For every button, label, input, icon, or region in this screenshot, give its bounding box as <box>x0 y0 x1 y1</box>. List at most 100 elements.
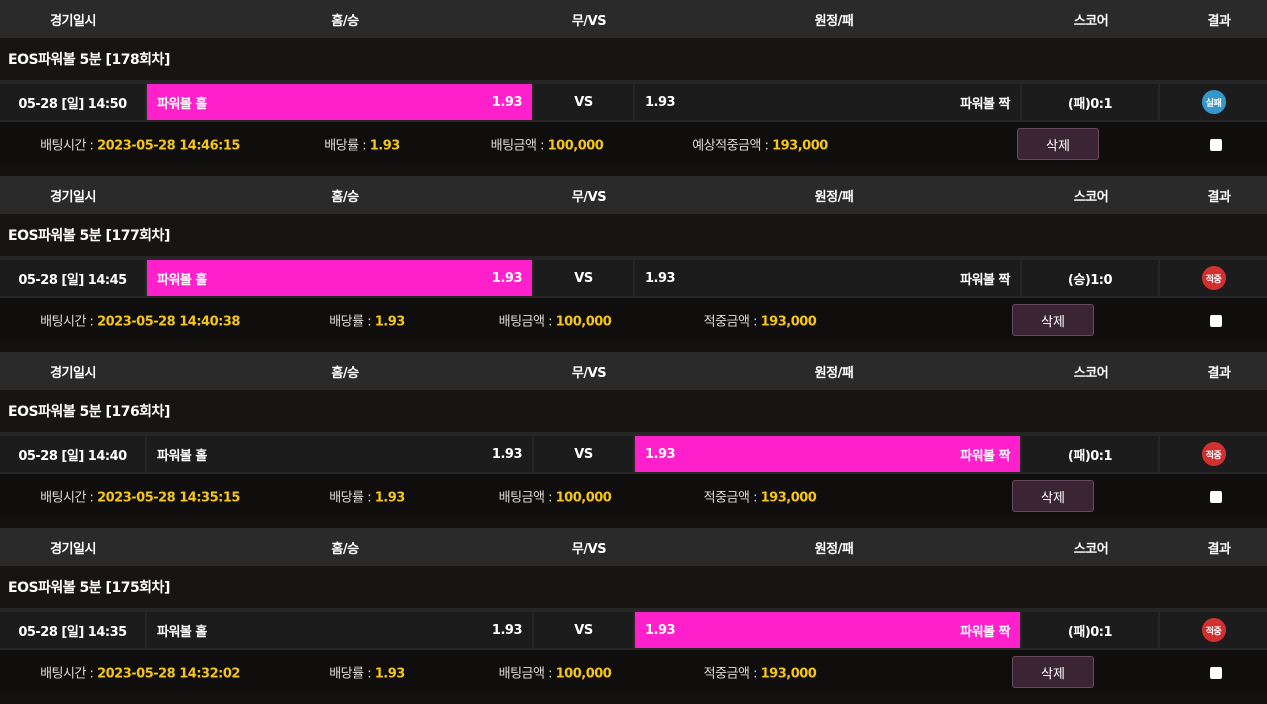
column-header: 홈/승 <box>331 189 359 205</box>
match-date: 05-28 [일] 14:40 <box>0 436 145 472</box>
odds-label: 배당률 : <box>329 666 375 681</box>
score: (패)0:1 <box>1022 612 1158 648</box>
select-checkbox[interactable] <box>1210 139 1222 151</box>
bet-odds: 배당률 : 1.93 <box>324 134 400 153</box>
win-amount: 적중금액 : 193,000 <box>704 662 817 681</box>
vs-label: VS <box>534 84 633 120</box>
match-row: 05-28 [일] 14:45 파워볼 홀 1.93 VS 1.93 파워볼 짝… <box>0 258 1267 298</box>
odds-value: 1.93 <box>369 138 401 153</box>
bet-block: 경기일시 홈/승 무/VS 원정/패 스코어 결과 EOS파워볼 5분 [177회차] 0… <box>0 176 1267 352</box>
amount-value: 100,000 <box>555 314 612 329</box>
away-label: 파워볼 짝 <box>960 624 1010 640</box>
bet-odds: 배당률 : 1.93 <box>329 310 405 329</box>
away-label: 파워볼 짝 <box>960 96 1010 112</box>
win-amount-label: 적중금액 : <box>703 490 761 505</box>
score: (패)0:1 <box>1022 436 1158 472</box>
away-option[interactable]: 1.93 파워볼 짝 <box>635 612 1020 648</box>
column-header: 홈/승 <box>331 13 359 29</box>
table-header: 경기일시 홈/승 무/VS 원정/패 스코어 결과 <box>0 528 1267 566</box>
column-header: 홈/승 <box>331 365 359 381</box>
vs-label: VS <box>534 260 633 296</box>
amount-value: 100,000 <box>547 138 604 153</box>
amount-label: 배팅금액 : <box>498 666 556 681</box>
result-badge: 실패 <box>1201 90 1226 114</box>
bet-time-label: 배팅시간 : <box>40 314 98 329</box>
win-amount-label: 적중금액 : <box>703 666 761 681</box>
column-header: 홈/승 <box>331 541 359 557</box>
amount-value: 100,000 <box>555 666 612 681</box>
match-row: 05-28 [일] 14:40 파워볼 홀 1.93 VS 1.93 파워볼 짝… <box>0 434 1267 474</box>
away-odds: 1.93 <box>645 270 676 286</box>
column-header: 경기일시 <box>50 365 96 381</box>
vs-label: VS <box>534 612 633 648</box>
away-label: 파워볼 짝 <box>960 272 1010 288</box>
amount-value: 100,000 <box>555 490 612 505</box>
column-header: 무/VS <box>571 365 607 381</box>
bet-info-row: 배팅시간 : 2023-05-28 14:46:15 배당률 : 1.93 배팅… <box>0 122 1267 165</box>
match-date: 05-28 [일] 14:45 <box>0 260 145 296</box>
win-amount-label: 예상적중금액 : <box>692 138 773 153</box>
match-row: 05-28 [일] 14:35 파워볼 홀 1.93 VS 1.93 파워볼 짝… <box>0 610 1267 650</box>
away-label: 파워볼 짝 <box>960 448 1010 464</box>
column-header: 스코어 <box>1073 13 1109 29</box>
bet-odds: 배당률 : 1.93 <box>329 662 405 681</box>
bet-block: 경기일시 홈/승 무/VS 원정/패 스코어 결과 EOS파워볼 5분 [175회차] 0… <box>0 528 1267 704</box>
bet-time-value: 2023-05-28 14:46:15 <box>97 138 240 153</box>
bet-time-value: 2023-05-28 14:35:15 <box>97 490 240 505</box>
delete-button[interactable]: 삭제 <box>1012 304 1094 336</box>
win-amount-value: 193,000 <box>760 490 817 505</box>
result-badge: 적중 <box>1201 618 1226 642</box>
odds-label: 배당률 : <box>329 314 375 329</box>
select-checkbox[interactable] <box>1210 315 1222 327</box>
game-title: EOS파워볼 5분 [177회차] <box>0 214 1267 258</box>
vs-label: VS <box>534 436 633 472</box>
home-label: 파워볼 홀 <box>157 96 207 112</box>
game-title: EOS파워볼 5분 [178회차] <box>0 38 1267 82</box>
column-header: 결과 <box>1207 365 1231 381</box>
bet-time: 배팅시간 : 2023-05-28 14:46:15 <box>40 134 240 153</box>
score: (패)0:1 <box>1022 84 1158 120</box>
column-header: 무/VS <box>571 541 607 557</box>
bet-amount: 배팅금액 : 100,000 <box>499 486 612 505</box>
away-odds: 1.93 <box>645 94 676 110</box>
bet-time-label: 배팅시간 : <box>40 138 98 153</box>
bet-time-label: 배팅시간 : <box>40 490 98 505</box>
delete-button[interactable]: 삭제 <box>1012 480 1094 512</box>
bet-info-row: 배팅시간 : 2023-05-28 14:40:38 배당률 : 1.93 배팅… <box>0 298 1267 341</box>
home-option[interactable]: 파워볼 홀 1.93 <box>147 84 532 120</box>
amount-label: 배팅금액 : <box>498 490 556 505</box>
column-header: 스코어 <box>1073 365 1109 381</box>
home-label: 파워볼 홀 <box>157 624 207 640</box>
column-header: 원정/패 <box>814 365 854 381</box>
column-header: 원정/패 <box>814 541 854 557</box>
result-badge: 적중 <box>1201 266 1226 290</box>
column-header: 경기일시 <box>50 13 96 29</box>
column-header: 결과 <box>1207 189 1231 205</box>
game-title: EOS파워볼 5분 [176회차] <box>0 390 1267 434</box>
odds-value: 1.93 <box>374 314 406 329</box>
bet-time-value: 2023-05-28 14:40:38 <box>97 314 240 329</box>
delete-button[interactable]: 삭제 <box>1017 128 1099 160</box>
home-odds: 1.93 <box>491 270 523 286</box>
column-header: 원정/패 <box>814 189 854 205</box>
match-row: 05-28 [일] 14:50 파워볼 홀 1.93 VS 1.93 파워볼 짝… <box>0 82 1267 122</box>
away-option[interactable]: 1.93 파워볼 짝 <box>635 84 1020 120</box>
odds-value: 1.93 <box>374 490 406 505</box>
win-amount-value: 193,000 <box>772 138 828 153</box>
select-checkbox[interactable] <box>1210 667 1222 679</box>
away-option[interactable]: 1.93 파워볼 짝 <box>635 260 1020 296</box>
away-option[interactable]: 1.93 파워볼 짝 <box>635 436 1020 472</box>
result-badge: 적중 <box>1201 442 1226 466</box>
delete-button[interactable]: 삭제 <box>1012 656 1094 688</box>
home-option[interactable]: 파워볼 홀 1.93 <box>147 436 532 472</box>
home-option[interactable]: 파워볼 홀 1.93 <box>147 260 532 296</box>
home-label: 파워볼 홀 <box>157 448 207 464</box>
game-title: EOS파워볼 5분 [175회차] <box>0 566 1267 610</box>
result-cell: 실패 <box>1160 84 1267 120</box>
home-option[interactable]: 파워볼 홀 1.93 <box>147 612 532 648</box>
select-checkbox[interactable] <box>1210 491 1222 503</box>
column-header: 경기일시 <box>50 541 96 557</box>
win-amount-label: 적중금액 : <box>703 314 761 329</box>
column-header: 무/VS <box>571 13 607 29</box>
column-header: 결과 <box>1207 541 1231 557</box>
